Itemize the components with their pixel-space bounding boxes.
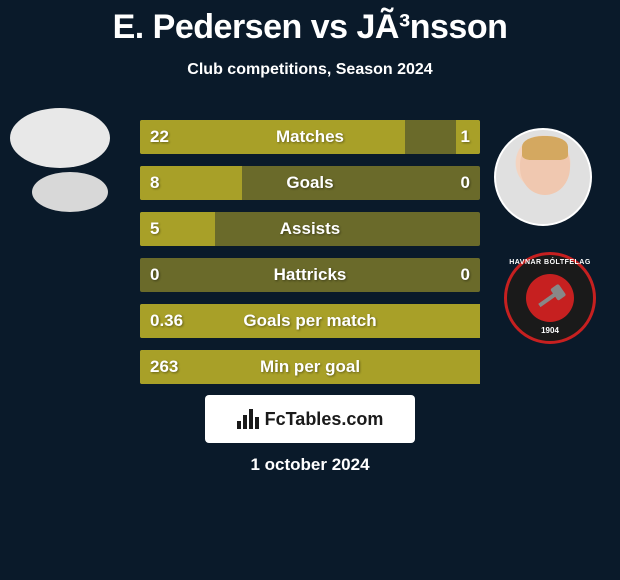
stat-value-left: 0 xyxy=(150,265,159,285)
club-right-emblem xyxy=(526,274,574,322)
stat-bar-left xyxy=(140,120,405,154)
page-subtitle: Club competitions, Season 2024 xyxy=(0,61,620,79)
stat-label: Goals per match xyxy=(243,311,376,331)
source-badge: FcTables.com xyxy=(205,395,415,443)
stat-label: Assists xyxy=(280,219,340,239)
stat-value-left: 263 xyxy=(150,357,178,377)
club-right-badge: HAVNAR BÓLTFELAG 1904 xyxy=(504,252,596,344)
club-right-year: 1904 xyxy=(541,326,559,335)
stat-row: 0.36 Goals per match xyxy=(140,304,480,338)
stat-value-right: 0 xyxy=(461,173,470,193)
stat-row: 8 0 Goals xyxy=(140,166,480,200)
stat-label: Goals xyxy=(286,173,333,193)
stats-chart: 22 1 Matches 8 0 Goals 5 Assists 0 0 Hattricks 0.36… xyxy=(140,120,480,396)
stat-row: 0 0 Hattricks xyxy=(140,258,480,292)
stat-row: 263 Min per goal xyxy=(140,350,480,384)
stat-row: 5 Assists xyxy=(140,212,480,246)
stat-value-left: 5 xyxy=(150,219,159,239)
page-title: E. Pedersen vs JÃ³nsson xyxy=(0,0,620,47)
stat-value-left: 0.36 xyxy=(150,311,183,331)
club-left-badge xyxy=(32,172,108,212)
stat-value-right: 0 xyxy=(461,265,470,285)
source-label: FcTables.com xyxy=(265,409,384,430)
stat-row: 22 1 Matches xyxy=(140,120,480,154)
stat-value-right: 1 xyxy=(461,127,470,147)
stat-value-left: 8 xyxy=(150,173,159,193)
fctables-icon xyxy=(237,409,259,429)
hammer-icon xyxy=(538,289,562,307)
stat-label: Hattricks xyxy=(274,265,347,285)
stat-label: Matches xyxy=(276,127,344,147)
player-right-avatar xyxy=(494,128,592,226)
stat-label: Min per goal xyxy=(260,357,360,377)
stat-value-left: 22 xyxy=(150,127,169,147)
club-right-name: HAVNAR BÓLTFELAG xyxy=(509,259,591,266)
date-label: 1 october 2024 xyxy=(250,455,369,475)
player-left-avatar xyxy=(10,108,110,168)
